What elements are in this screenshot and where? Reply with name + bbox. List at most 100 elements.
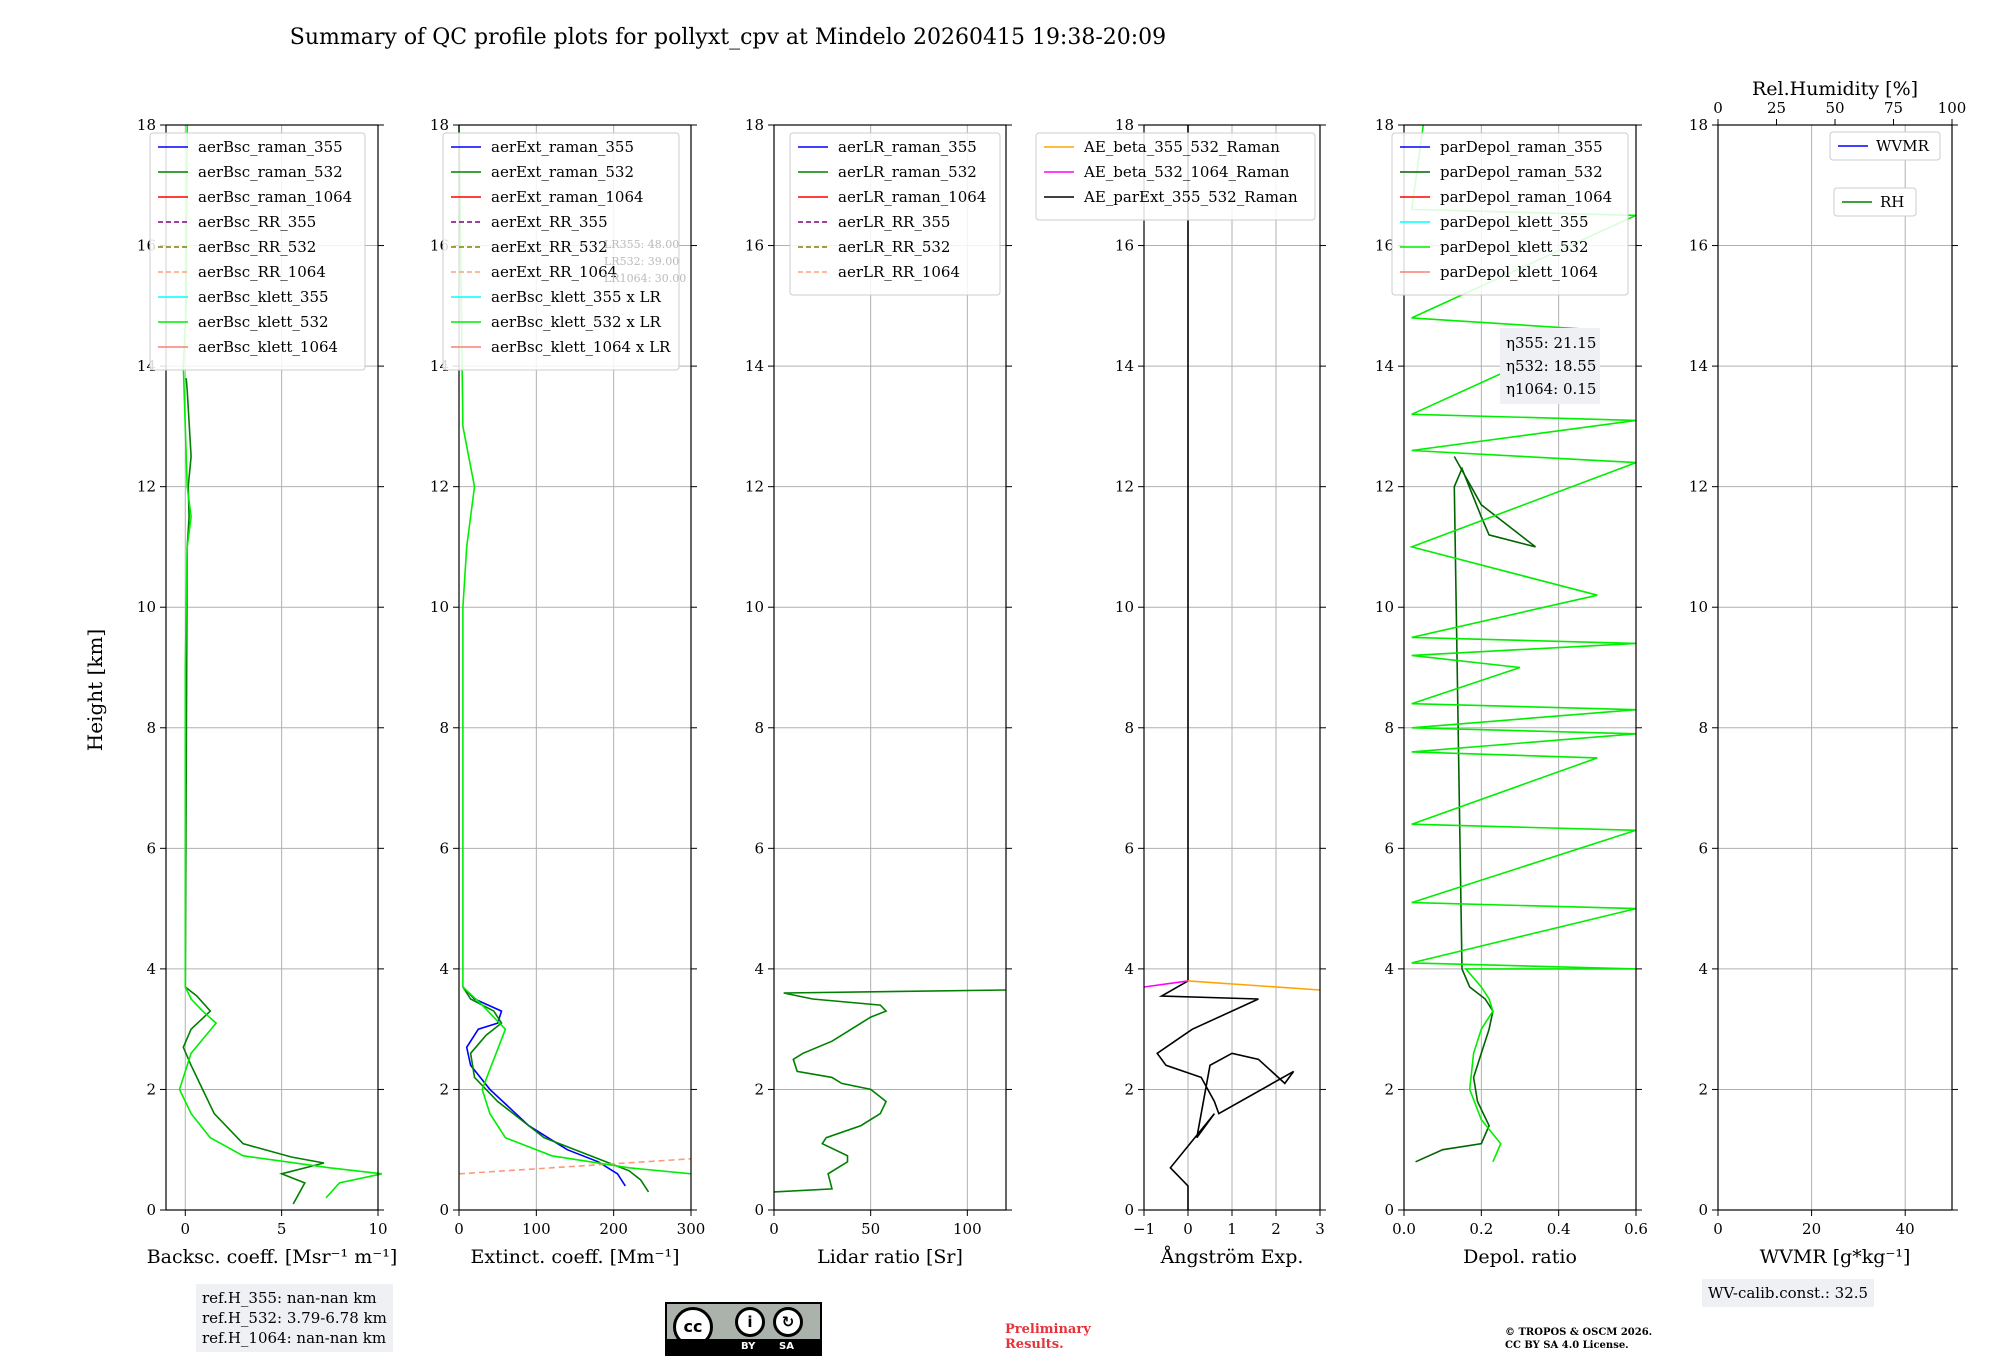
- y-tick-label: 8: [1124, 719, 1134, 737]
- x-tick-label: 0.2: [1469, 1220, 1493, 1238]
- y-tick-label: 10: [137, 598, 156, 616]
- legend-label: aerBsc_klett_355: [198, 288, 329, 306]
- x-tick-label: 10: [368, 1220, 387, 1238]
- y-tick-label: 10: [1375, 598, 1394, 616]
- y-tick-label: 8: [439, 719, 449, 737]
- legend-box: [1391, 132, 1629, 296]
- legend-label: parDepol_raman_1064: [1440, 188, 1612, 206]
- legend-label: parDepol_raman_532: [1440, 163, 1603, 181]
- ref-height-1064: ref.H_1064: nan-nan km: [202, 1329, 387, 1347]
- y-tick-label: 12: [1689, 478, 1708, 496]
- legend-label: aerBsc_raman_532: [198, 163, 343, 181]
- series-AE_parExt_355_532_Raman: [1156, 125, 1295, 1210]
- lidar-ratio-annotation: LR355: 48.00: [604, 238, 679, 251]
- plot-frame: [1717, 124, 1953, 1211]
- legend-box: [1035, 132, 1316, 221]
- x-tick-label: 0: [454, 1220, 464, 1238]
- legend-label: aerExt_RR_532: [491, 238, 608, 256]
- wv-calibration-constant: WV-calib.const.: 32.5: [1708, 1284, 1869, 1302]
- cc-by-label: BY: [741, 1341, 756, 1352]
- plot-frame: [165, 124, 379, 1211]
- preliminary-note: Preliminary Results.: [1005, 1322, 1091, 1352]
- y-tick-label: 6: [439, 839, 449, 857]
- legend-label: aerBsc_klett_1064: [198, 338, 338, 356]
- height-axis-label: Height [km]: [83, 629, 107, 751]
- panel-lr: 0 2 4 6 8 10 12 14 16 18 0 50 100 Lidar ratio [Sr] aer…: [745, 116, 1012, 1268]
- legend-label: aerLR_raman_1064: [838, 188, 986, 206]
- x-tick-label: 100: [953, 1220, 982, 1238]
- y-tick-label: 14: [745, 357, 764, 375]
- x-tick-label: 0: [180, 1220, 190, 1238]
- legend-label: WVMR: [1876, 137, 1930, 155]
- y-tick-label: 12: [1115, 478, 1134, 496]
- cc-sa-label: SA: [779, 1341, 794, 1352]
- legend-label: parDepol_klett_532: [1440, 238, 1589, 256]
- y-tick-label: 0: [754, 1201, 764, 1219]
- plot-frame: [458, 124, 692, 1211]
- y-tick-label: 12: [137, 478, 156, 496]
- y-tick-label: 6: [1124, 839, 1134, 857]
- series-aerBsc_klett_532: [178, 124, 383, 1199]
- series-aerExt_raman_532: [462, 986, 650, 1193]
- preliminary-line-1: Preliminary: [1005, 1322, 1091, 1337]
- y-tick-label: 2: [1698, 1080, 1708, 1098]
- panel-depol: 0 2 4 6 8 10 12 14 16 18 0.0 0.2 0.4 0.6 Depol. ratio p…: [1375, 116, 1648, 1268]
- top-x-tick-label: 100: [1938, 99, 1967, 117]
- legend-label: AE_parExt_355_532_Raman: [1083, 188, 1298, 206]
- eta-value: η355: 21.15: [1506, 334, 1596, 352]
- x-axis-label: Ångström Exp.: [1160, 1246, 1304, 1268]
- legend-label: aerLR_raman_355: [838, 138, 977, 156]
- attribution-icon: i: [735, 1307, 765, 1337]
- y-tick-label: 2: [146, 1080, 156, 1098]
- legend-label: AE_beta_532_1064_Raman: [1083, 163, 1290, 181]
- legend-label: aerLR_RR_1064: [838, 263, 960, 281]
- lidar-ratio-annotation: LR532: 39.00: [604, 255, 679, 268]
- y-tick-label: 2: [1124, 1080, 1134, 1098]
- ref-height-532: ref.H_532: 3.79-6.78 km: [202, 1309, 387, 1327]
- legend-label: aerExt_raman_1064: [491, 188, 644, 206]
- legend-label: aerLR_RR_532: [838, 238, 950, 256]
- x-axis-label: WVMR [g*kg⁻¹]: [1760, 1246, 1911, 1268]
- y-tick-label: 0: [1698, 1201, 1708, 1219]
- legend-label: aerBsc_RR_355: [198, 213, 316, 231]
- y-tick-label: 8: [754, 719, 764, 737]
- series-parDepol_raman_532: [1415, 456, 1536, 1163]
- y-tick-label: 18: [137, 116, 156, 134]
- series-AE_beta_355_532_Raman: [1187, 980, 1321, 991]
- x-axis-label: Depol. ratio: [1463, 1246, 1577, 1268]
- plot-frame: [1403, 124, 1637, 1211]
- legend-box: [149, 132, 366, 371]
- legend-label: aerBsc_klett_355 x LR: [491, 288, 662, 306]
- y-tick-label: 14: [1689, 357, 1708, 375]
- x-tick-label: 20: [1802, 1220, 1821, 1238]
- lidar-ratio-annotation: LR1064: 30.00: [604, 272, 686, 285]
- y-tick-label: 0: [146, 1201, 156, 1219]
- x-tick-label: 300: [677, 1220, 706, 1238]
- legend-label: aerLR_RR_355: [838, 213, 950, 231]
- x-tick-label: 0: [1183, 1220, 1193, 1238]
- x-tick-label: 0.0: [1392, 1220, 1416, 1238]
- x-tick-label: 0.6: [1624, 1220, 1648, 1238]
- y-tick-label: 16: [1375, 237, 1394, 255]
- figure-title: Summary of QC profile plots for pollyxt_…: [290, 25, 1166, 50]
- y-tick-label: 4: [1124, 960, 1134, 978]
- y-tick-label: 18: [430, 116, 449, 134]
- legend-box: [1829, 131, 1941, 161]
- top-x-tick-label: 25: [1767, 99, 1786, 117]
- legend-label: aerExt_raman_355: [491, 138, 634, 156]
- y-tick-label: 8: [1384, 719, 1394, 737]
- x-tick-label: 50: [861, 1220, 880, 1238]
- legend-label: aerBsc_raman_1064: [198, 188, 352, 206]
- x-tick-label: 200: [599, 1220, 628, 1238]
- legend-label: aerBsc_klett_1064 x LR: [491, 338, 671, 356]
- x-tick-label: −1: [1133, 1220, 1155, 1238]
- y-tick-label: 0: [439, 1201, 449, 1219]
- y-tick-label: 18: [1115, 116, 1134, 134]
- y-tick-label: 16: [745, 237, 764, 255]
- legend-label: aerExt_RR_355: [491, 213, 608, 231]
- y-tick-label: 10: [430, 598, 449, 616]
- plot-frame: [773, 124, 1007, 1211]
- ref-height-355: ref.H_355: nan-nan km: [202, 1289, 377, 1307]
